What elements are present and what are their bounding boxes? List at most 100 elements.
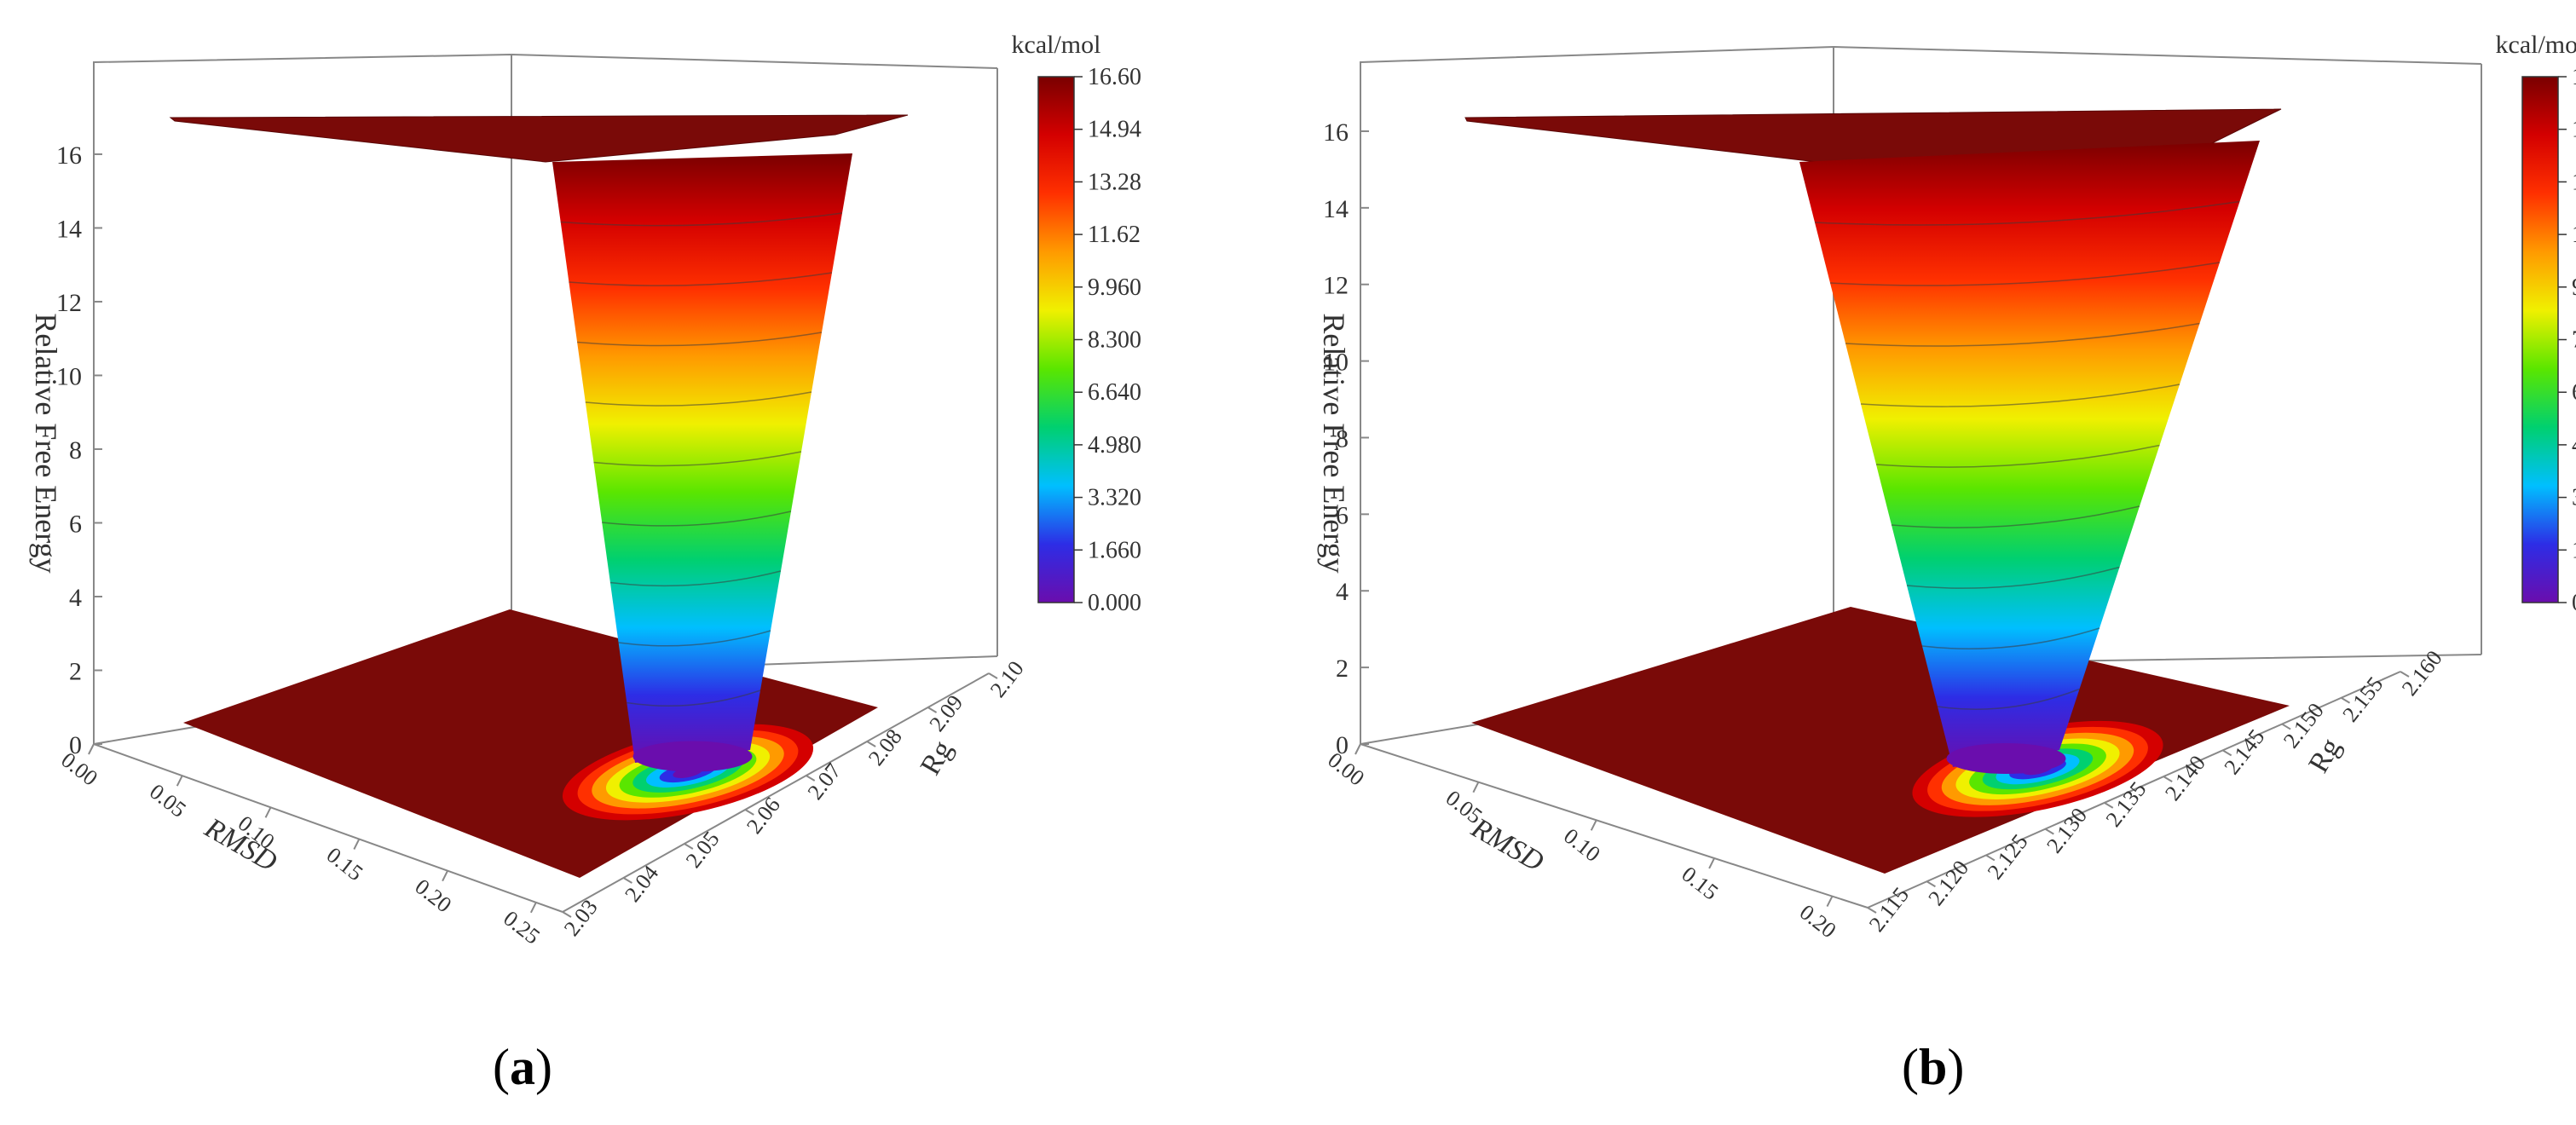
x-tick-label-0.15: 0.15 [1677,862,1723,905]
well-contour-line [1921,627,2100,649]
z-tick-label-12: 12 [1323,272,1349,300]
z-tick-label-0: 0 [1336,731,1349,759]
y-tick-2.145 [2222,749,2232,757]
colorbar-tick-label-12.56: 12.56 [2572,169,2576,195]
well-minimum [1946,743,2066,774]
well-contour-line [593,451,802,467]
well-contour-line [569,272,833,286]
well-contour-line [618,630,771,647]
z-axis-title: Relative Free Energy [1317,313,1351,573]
y-axis-line [1867,671,2401,909]
colorbar-title: kcal/mol [1012,31,1101,59]
y-tick-label-2.07: 2.07 [803,759,846,805]
back-frame [93,53,998,744]
y-tick-label-2.04: 2.04 [620,861,663,907]
well-contour-line [1860,384,2180,407]
y-tick-2.05 [684,843,694,850]
colorbar-tick-label-9.960: 9.960 [1088,274,1141,301]
y-tick-2.125 [1985,854,1996,862]
x-tick-label-0.00: 0.00 [56,747,102,791]
colorbar-tick-label-11.62: 11.62 [1088,222,1141,248]
x-tick-0.05 [176,775,183,787]
well-contour-line [585,391,812,407]
free-energy-well [552,153,852,763]
colorbar-tick-label-9.420: 9.420 [2572,274,2576,301]
z-tick-label-0: 0 [69,731,82,759]
z-tick-label-8: 8 [69,436,82,464]
x-tick-0.10 [264,806,272,818]
colorbar-tick-label-4.980: 4.980 [1088,432,1141,459]
x-tick-0.20 [442,870,448,882]
y-tick-2.06 [744,809,754,816]
x-tick-0.10 [1590,819,1597,831]
y-tick-2.04 [622,877,632,884]
y-tick-2.150 [2281,723,2291,730]
colorbar-tick-label-16.60: 16.60 [1088,64,1141,90]
colorbar-tick-label-14.13: 14.13 [2572,117,2576,143]
z-tick-label-6: 6 [1336,501,1349,529]
y-axis-title: Rg [2302,733,2347,778]
y-tick-label-2.09: 2.09 [924,690,967,736]
z-tick-label-4: 4 [69,584,82,612]
panel-label-b: b [1918,1039,1948,1095]
z-tick-label-6: 6 [69,510,82,538]
y-axis-line [562,672,990,913]
y-tick-2.08 [866,741,876,747]
z-tick-label-10: 10 [56,362,82,390]
colorbar-tick-label-7.850: 7.850 [2572,327,2576,354]
well-contour-line [1875,444,2160,468]
colorbar-tick-label-1.660: 1.660 [1088,537,1141,563]
y-tick-2.130 [2044,828,2054,835]
x-tick-label-0.25: 0.25 [499,906,545,949]
colorbar-tick-label-13.28: 13.28 [1088,169,1141,195]
x-tick-label-0.05: 0.05 [145,779,191,822]
colorbar-tick-label-10.99: 10.99 [2572,222,2576,248]
y-tick-2.140 [2163,776,2173,782]
panel-label-a: a [509,1039,535,1095]
y-tick-label-2.05: 2.05 [681,827,725,873]
y-tick-2.155 [2341,696,2351,704]
x-tick-0.20 [1826,896,1834,908]
x-axis-title: RMSD [1465,811,1549,878]
free-energy-surface-plot-a: 0 2 4 6 8 10 12 14 16 Relative Free Energy 0.00 0.0… [29,31,1141,949]
well-contour-line [577,332,823,347]
colorbar [1037,76,1075,603]
colorbar-tick-label-0.000: 0.000 [1088,590,1141,616]
x-tick-label-0.00: 0.00 [1323,747,1369,791]
y-tick-2.115 [1867,907,1877,914]
x-tick-label-0.10: 0.10 [1559,823,1605,867]
y-tick-label-2.06: 2.06 [742,793,785,839]
colorbar-title: kcal/mol [2496,31,2576,59]
y-axis-title: Rg [915,736,959,781]
x-tick-0.15 [353,839,361,850]
free-energy-surface-plot-b: 0 2 4 6 8 10 12 14 16 Relative Free Energy 0.00 0.0… [1317,31,2576,943]
z-tick-label-2: 2 [69,657,82,685]
well-contour-line [627,689,761,707]
well-contour-line [1845,322,2200,347]
x-axis-line [93,743,563,913]
well-contour-line [602,511,792,527]
x-tick-label-0.15: 0.15 [322,842,368,886]
floor-contour-plane [1471,607,2290,874]
well-contour-line [560,212,843,227]
colorbar-tick-label-4.710: 4.710 [2572,432,2576,459]
z-tick-label-8: 8 [1336,424,1349,453]
z-axis-title: Relative Free Energy [29,313,63,573]
x-tick-label-0.20: 0.20 [410,874,456,918]
z-tick-label-16: 16 [1323,118,1349,147]
well-contour-line [1829,262,2221,286]
colorbar-tick-label-8.300: 8.300 [1088,327,1141,354]
y-tick-2.09 [927,707,938,713]
energy-plateau [169,114,909,163]
free-energy-well [1799,141,2260,767]
colorbar-tick-label-0.000: 0.000 [2572,590,2576,616]
y-tick-2.160 [2400,671,2410,678]
x-axis-line [1360,743,1868,909]
colorbar [2521,76,2559,603]
y-tick-2.120 [1926,880,1936,888]
z-tick-label-14: 14 [56,215,82,243]
panel-caption-a: (a) [493,1039,552,1095]
colorbar-tick-label-6.640: 6.640 [1088,379,1141,406]
well-contour-line [1906,566,2120,589]
colorbar-tick-label-6.280: 6.280 [2572,379,2576,406]
